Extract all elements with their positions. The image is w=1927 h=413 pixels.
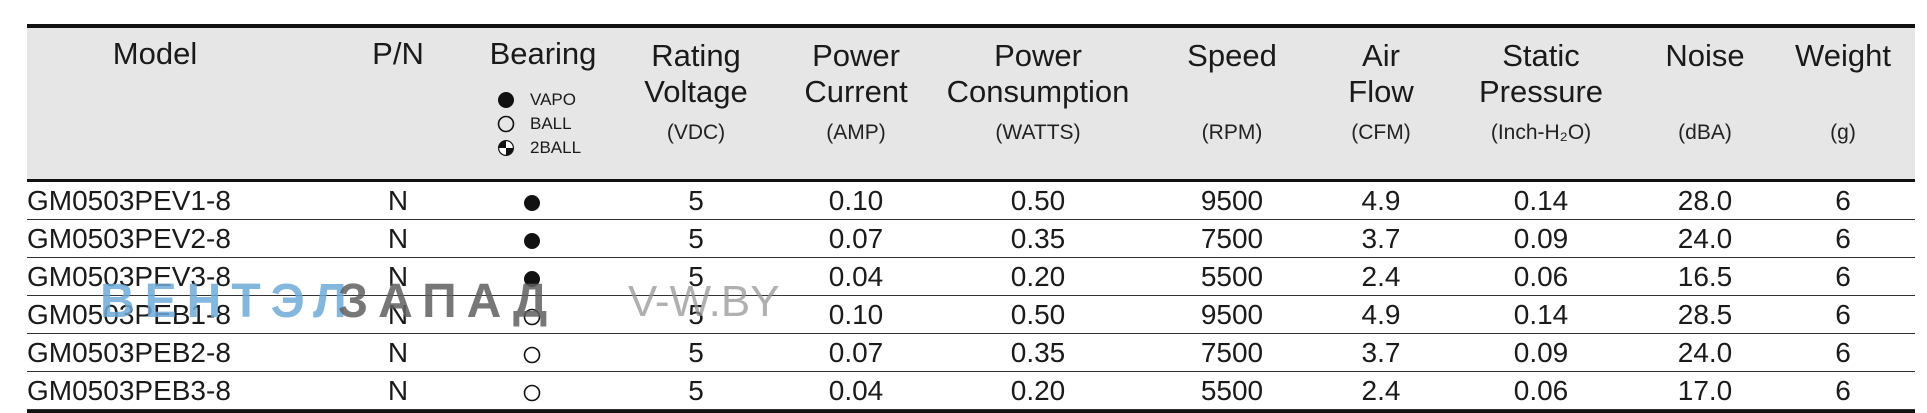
cell-model: GM0503PEV1-8 [27,185,231,216]
cell-model: GM0503PEV3-8 [27,261,231,292]
hollow-circle-icon [523,346,541,363]
cell-speed: 9500 [1200,185,1264,216]
cell-current: 0.10 [828,185,884,216]
cell-speed: 5500 [1200,375,1264,406]
cell-current: 0.07 [828,337,884,368]
cell-voltage: 5 [688,185,704,216]
table-row: GM0503PEV3-8 N 5 0.04 0.20 5500 2.4 0.06 16.5 6 [27,258,1915,296]
cell-bearing [454,296,610,333]
cell-pn: N [387,337,409,368]
table-row: GM0503PEV2-8 N 5 0.07 0.35 7500 3.7 0.09 24.0 6 [27,220,1915,258]
cell-voltage: 5 [688,375,704,406]
filled-circle-icon [524,194,540,211]
cell-speed: 5500 [1200,261,1264,292]
cell-consumption: 0.35 [1010,223,1066,254]
header-noise: Noise (dBA) [1665,38,1745,144]
cell-consumption: 0.50 [1010,299,1066,330]
cell-voltage: 5 [688,223,704,254]
hollow-circle-icon [523,308,541,325]
cell-speed: 9500 [1200,299,1264,330]
header-model: Model [112,36,198,71]
cell-weight: 6 [1835,185,1851,216]
cell-airflow: 3.7 [1361,223,1401,254]
legend-2ball: 2BALL [454,136,632,160]
header-weight: Weight (g) [1795,38,1891,144]
cell-current: 0.07 [828,223,884,254]
cell-weight: 6 [1835,375,1851,406]
bearing-legend: VAPO BALL 2BALL [454,88,632,160]
cell-bearing [454,220,610,257]
cell-airflow: 3.7 [1361,337,1401,368]
header-speed: Speed (RPM) [1187,38,1277,144]
table-row: GM0503PEB1-8 N 5 0.10 0.50 9500 4.9 0.14 28.5 6 [27,296,1915,334]
header-bearing: Bearing VAPO BALL [454,28,632,179]
header-air-flow: Air Flow (CFM) [1348,38,1414,144]
cell-consumption: 0.20 [1010,261,1066,292]
cell-pressure: 0.06 [1513,261,1569,292]
cell-airflow: 2.4 [1361,375,1401,406]
cell-model: GM0503PEB2-8 [27,337,231,368]
cell-speed: 7500 [1200,223,1264,254]
cell-model: GM0503PEB1-8 [27,299,231,330]
cell-weight: 6 [1835,261,1851,292]
cell-bearing [454,334,610,371]
cell-consumption: 0.50 [1010,185,1066,216]
quartered-circle-icon [496,138,516,158]
table-row: GM0503PEB2-8 N 5 0.07 0.35 7500 3.7 0.09 24.0 6 [27,334,1915,372]
cell-noise: 17.0 [1677,375,1733,406]
table-row: GM0503PEV1-8 N 5 0.10 0.50 9500 4.9 0.14 28.0 6 [27,182,1915,220]
cell-airflow: 4.9 [1361,299,1401,330]
cell-pressure: 0.09 [1513,337,1569,368]
cell-pressure: 0.14 [1513,299,1569,330]
cell-pn: N [387,261,409,292]
table-top-rule [27,24,1915,28]
cell-model: GM0503PEB3-8 [27,375,231,406]
cell-current: 0.10 [828,299,884,330]
cell-noise: 28.5 [1677,299,1733,330]
cell-bearing [454,182,610,219]
cell-pn: N [387,185,409,216]
cell-weight: 6 [1835,299,1851,330]
cell-airflow: 2.4 [1361,261,1401,292]
legend-ball: BALL [454,112,632,136]
header-power-current: Power Current (AMP) [804,38,908,144]
cell-consumption: 0.35 [1010,337,1066,368]
cell-weight: 6 [1835,223,1851,254]
cell-pressure: 0.06 [1513,375,1569,406]
table-row: GM0503PEB3-8 N 5 0.04 0.20 5500 2.4 0.06 17.0 6 [27,372,1915,410]
cell-current: 0.04 [828,375,884,406]
cell-consumption: 0.20 [1010,375,1066,406]
cell-bearing [454,258,610,295]
cell-voltage: 5 [688,299,704,330]
cell-voltage: 5 [688,261,704,292]
cell-pn: N [387,223,409,254]
cell-speed: 7500 [1200,337,1264,368]
filled-circle-icon [524,270,540,287]
legend-vapo: VAPO [454,88,632,112]
cell-bearing [454,372,610,409]
header-power-consumption: Power Consumption (WATTS) [946,38,1130,144]
cell-noise: 24.0 [1677,223,1733,254]
cell-current: 0.04 [828,261,884,292]
table-header: Model P/N Bearing VAPO BALL [27,28,1915,179]
hollow-circle-icon [523,384,541,401]
cell-pn: N [387,375,409,406]
header-rating-voltage: Rating Voltage (VDC) [644,38,748,144]
cell-noise: 28.0 [1677,185,1733,216]
cell-airflow: 4.9 [1361,185,1401,216]
filled-circle-icon [524,232,540,249]
cell-noise: 16.5 [1677,261,1733,292]
cell-voltage: 5 [688,337,704,368]
cell-weight: 6 [1835,337,1851,368]
header-bottom-rule [27,179,1915,182]
cell-pressure: 0.09 [1513,223,1569,254]
header-pn: P/N [372,36,424,71]
filled-circle-icon [496,90,516,110]
cell-pn: N [387,299,409,330]
cell-pressure: 0.14 [1513,185,1569,216]
cell-model: GM0503PEV2-8 [27,223,231,254]
header-static-pressure: Static Pressure (Inch-H₂O) [1478,38,1604,144]
cell-noise: 24.0 [1677,337,1733,368]
hollow-circle-icon [496,114,516,134]
